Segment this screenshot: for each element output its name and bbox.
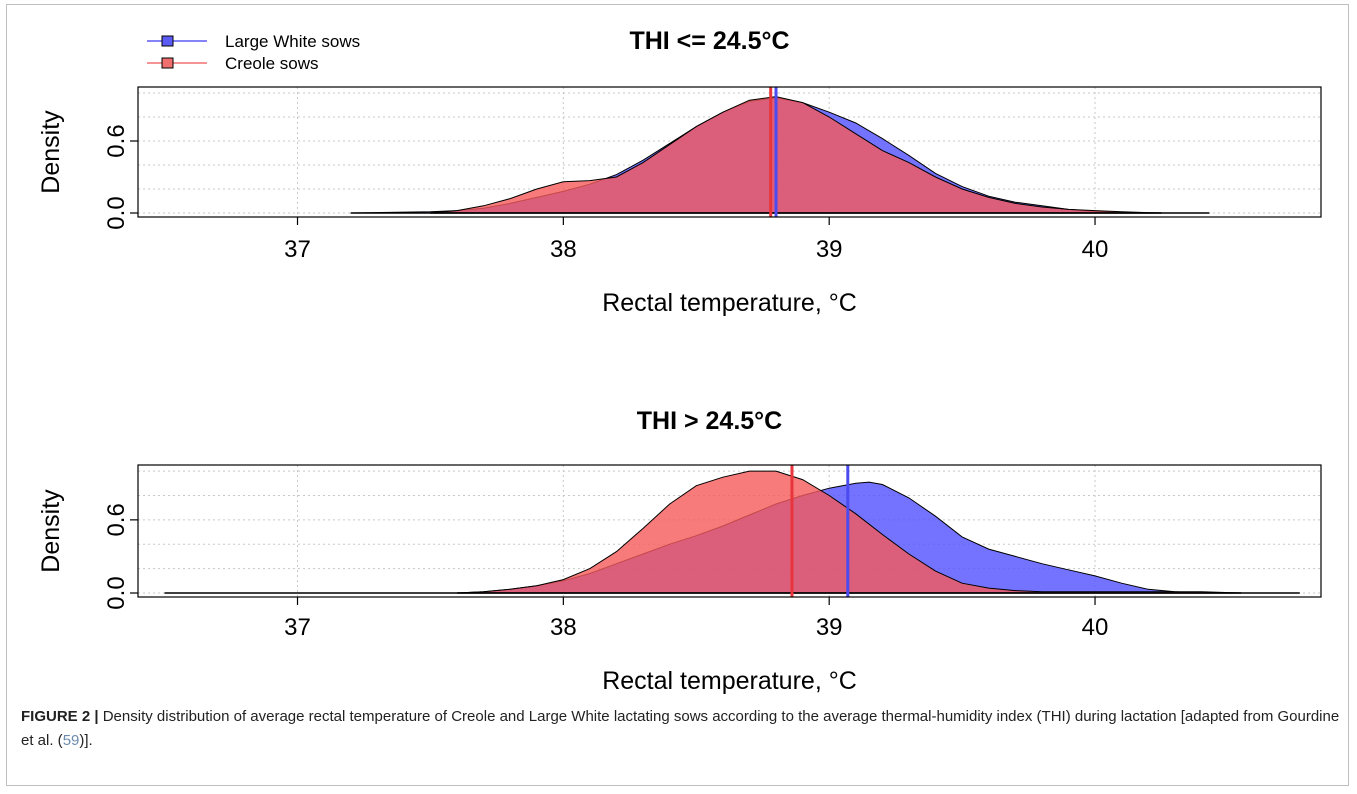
y-axis-label: Density: [37, 489, 65, 573]
x-axis-label: Rectal temperature, °C: [602, 289, 857, 317]
x-tick-label: 39: [816, 614, 843, 641]
y-axis-label: Density: [37, 110, 65, 194]
plot-frame: [137, 86, 1322, 218]
figure-frame: 37 38 39 40 0.0 0.6 Density Rectal temperature,…: [6, 4, 1349, 786]
chart-title: THI <= 24.5°C: [629, 27, 789, 55]
figure-caption: FIGURE 2 | Density distribution of avera…: [21, 705, 1343, 753]
x-tick-label: 38: [550, 614, 577, 641]
y-tick-label: 0.6: [103, 503, 130, 536]
caption-text: Density distribution of average rectal t…: [21, 708, 1340, 749]
caption-text-end: )].: [79, 732, 93, 749]
x-tick-label: 38: [550, 236, 577, 263]
x-tick-label: 37: [284, 236, 311, 263]
caption-reference-link[interactable]: 59: [62, 732, 80, 749]
chart-title: THI > 24.5°C: [637, 407, 782, 435]
density-area-creole: [430, 96, 1162, 214]
x-tick-label: 40: [1082, 236, 1109, 263]
legend-swatch: [161, 57, 174, 69]
x-tick-label: 37: [284, 614, 311, 641]
y-tick-label: 0.0: [103, 576, 130, 609]
x-tick-label: 39: [816, 236, 843, 263]
x-tick-label: 40: [1082, 614, 1109, 641]
caption-label: FIGURE 2 |: [21, 708, 99, 725]
figure-chart: 37 38 39 40 0.0 0.6 Density Rectal temperature,…: [37, 27, 1322, 695]
plot-frame: [137, 464, 1322, 598]
y-tick-label: 0.6: [103, 124, 130, 157]
x-axis-label: Rectal temperature, °C: [602, 667, 857, 695]
legend-label: Large White sows: [225, 32, 360, 51]
y-tick-label: 0.0: [103, 196, 130, 229]
legend-label: Creole sows: [225, 54, 319, 73]
legend-swatch: [161, 35, 174, 47]
